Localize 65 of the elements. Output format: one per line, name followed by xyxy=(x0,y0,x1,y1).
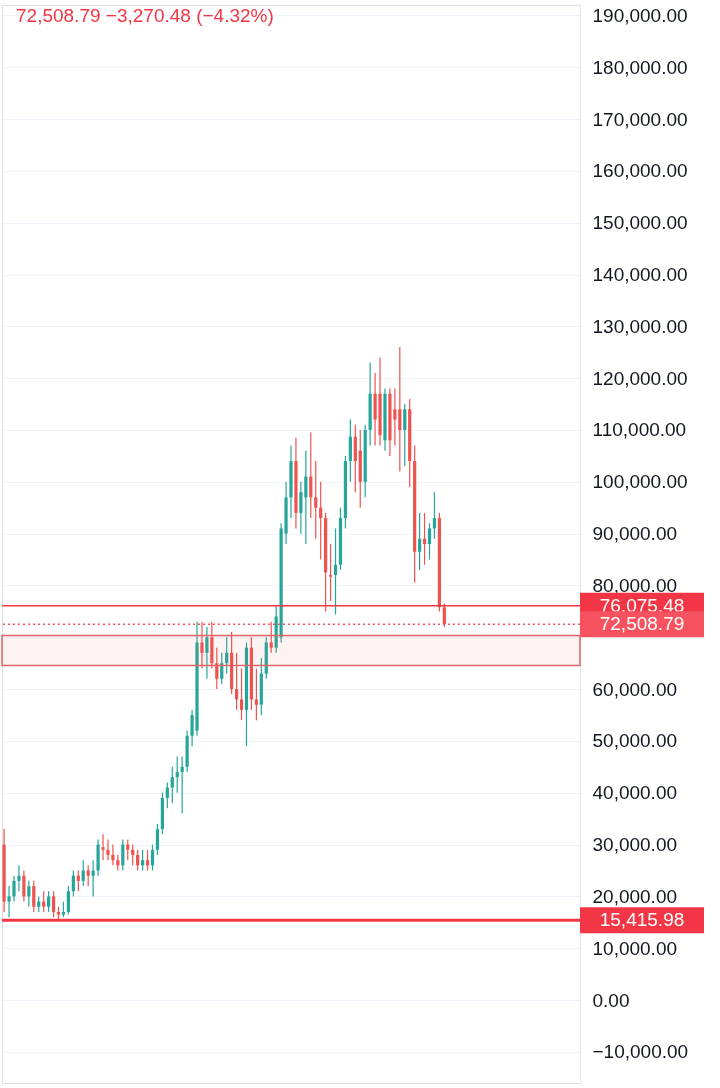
y-tick-label: 130,000.00 xyxy=(592,315,688,337)
y-tick-label: 60,000.00 xyxy=(592,678,678,700)
candlestick xyxy=(101,833,105,861)
candlestick xyxy=(269,621,273,654)
candlestick xyxy=(200,621,204,669)
candlestick xyxy=(427,522,432,561)
y-tick-label: 140,000.00 xyxy=(592,264,688,285)
y-tick-label: 20,000.00 xyxy=(592,885,678,907)
y-tick-label: 0.00 xyxy=(592,989,630,1011)
y-tick-label: 40,000.00 xyxy=(592,782,678,804)
candlestick xyxy=(432,491,437,540)
y-tick-label: 170,000.00 xyxy=(592,108,688,130)
y-tick-label: −10,000.00 xyxy=(592,1041,689,1063)
candlestick xyxy=(234,652,239,711)
candlestick xyxy=(165,781,169,809)
candlestick xyxy=(32,880,36,913)
candlestick xyxy=(155,823,160,856)
candlestick xyxy=(170,766,174,804)
candlestick xyxy=(225,636,229,675)
candlestick xyxy=(333,527,338,616)
ref-line-label: 72,508.79 xyxy=(599,613,685,635)
candlestick xyxy=(328,543,333,602)
candlestick xyxy=(22,869,26,903)
ref-line-label: 15,415.98 xyxy=(599,909,685,931)
candlestick xyxy=(81,859,85,887)
candlestick xyxy=(106,838,110,861)
candlestick xyxy=(254,667,258,721)
y-tick-label: 10,000.00 xyxy=(592,937,678,959)
candlestick xyxy=(314,460,318,540)
candlestick xyxy=(17,864,21,892)
candlestick xyxy=(299,481,303,535)
candlestick xyxy=(7,885,11,918)
y-tick-label: 30,000.00 xyxy=(592,834,678,856)
candlestick xyxy=(418,512,422,571)
y-tick-label: 50,000.00 xyxy=(592,730,678,752)
annotation: 72,508.79 −3,270.48 (−4.32%) xyxy=(16,5,274,26)
candlestick xyxy=(398,346,402,473)
candlestick xyxy=(319,481,323,561)
candlestick xyxy=(239,667,244,721)
ref-line-label: 76,075.48 xyxy=(599,594,685,616)
candlestick xyxy=(12,875,16,903)
y-tick-label: 190,000.00 xyxy=(592,4,688,26)
candlestick xyxy=(71,869,75,898)
y-tick-label: 80,000.00 xyxy=(592,574,678,596)
candlestick xyxy=(220,652,224,685)
candlestick xyxy=(121,838,125,872)
candlestick xyxy=(309,431,313,519)
y-tick-label: 150,000.00 xyxy=(592,212,688,234)
candlestick xyxy=(51,890,56,918)
candlestick xyxy=(111,844,115,866)
candlestick xyxy=(150,844,155,872)
y-tick-label: 100,000.00 xyxy=(592,471,688,493)
y-tick-label: 110,000.00 xyxy=(592,419,687,441)
y-tick-label: 180,000.00 xyxy=(592,56,688,78)
candlestick xyxy=(66,885,71,916)
candlestick xyxy=(47,890,51,913)
candlestick xyxy=(205,626,209,680)
y-tick-label: 120,000.00 xyxy=(592,367,688,389)
candlestick xyxy=(403,403,407,467)
candlestick xyxy=(27,880,31,908)
y-tick-label: 160,000.00 xyxy=(592,160,688,182)
y-tick-label: 90,000.00 xyxy=(592,523,678,545)
candlestick xyxy=(136,849,140,872)
candlestick xyxy=(442,603,446,628)
candlestick xyxy=(215,647,219,690)
